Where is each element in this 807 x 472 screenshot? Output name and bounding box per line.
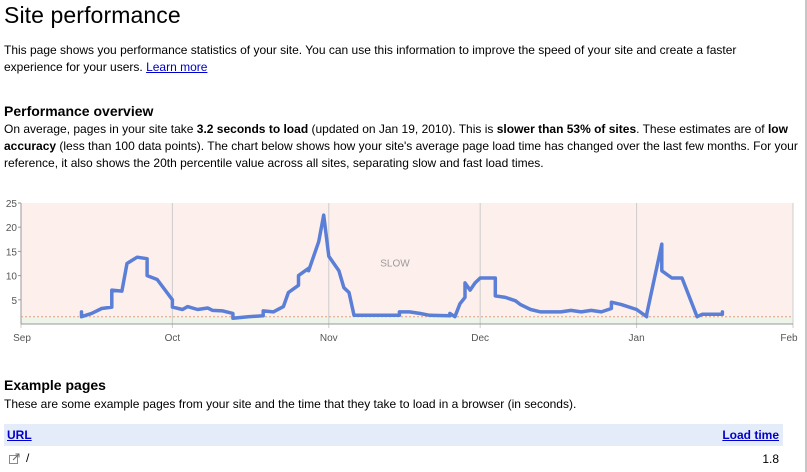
overview-description: On average, pages in your site take 3.2 … (4, 121, 804, 172)
external-link-icon[interactable] (9, 453, 20, 464)
accuracy-value: low accuracy (4, 122, 788, 153)
slow-zone-label: SLOW (380, 259, 410, 270)
slow-zone (21, 203, 793, 317)
learn-more-link[interactable]: Learn more (146, 60, 208, 74)
overview-text-4: (less than 100 data points). The chart b… (4, 139, 798, 170)
overview-text-1: On average, pages in your site take (4, 122, 197, 136)
url-cell: / (9, 451, 29, 465)
y-tick-label: 15 (6, 247, 18, 258)
y-tick-label: 10 (6, 272, 18, 283)
example-pages-table: URL Load time / 1.8 (4, 424, 783, 470)
load-time-chart-svg: Sep Oct Nov Dec Jan Feb 25 20 15 10 5 SLOW (6, 199, 798, 344)
table-header: URL Load time (4, 424, 783, 446)
fast-zone (21, 316, 793, 324)
x-tick-label: Nov (320, 333, 338, 344)
overview-heading: Performance overview (4, 103, 154, 119)
url-column-header[interactable]: URL (7, 428, 32, 442)
y-tick-label: 20 (6, 223, 18, 234)
page-title: Site performance (4, 2, 181, 28)
x-tick-label: Oct (165, 333, 181, 344)
examples-description: These are some example pages from your s… (4, 397, 577, 411)
intro-description: This page shows you performance statisti… (4, 43, 737, 74)
y-tick-label: 5 (11, 296, 17, 307)
x-tick-label: Feb (780, 333, 798, 344)
overview-text-2: (updated on Jan 19, 2010). This is (308, 122, 497, 136)
x-tick-label: Dec (471, 333, 489, 344)
intro-text: This page shows you performance statisti… (4, 42, 794, 76)
slower-than-value: slower than 53% of sites (496, 122, 637, 136)
load-time-value: 3.2 seconds to load (196, 122, 309, 136)
load-time-cell: 1.8 (762, 452, 779, 466)
url-value[interactable]: / (26, 451, 30, 465)
x-tick-label: Jan (629, 333, 645, 344)
load-time-chart: Sep Oct Nov Dec Jan Feb 25 20 15 10 5 SLOW (0, 197, 807, 349)
overview-text-3: . These estimates are of (636, 122, 768, 136)
x-tick-label: Sep (13, 333, 31, 344)
y-tick-label: 25 (6, 199, 18, 210)
page-edge-border (805, 0, 807, 472)
table-row: / 1.8 (4, 446, 783, 470)
load-time-series-line (79, 213, 725, 320)
examples-heading: Example pages (4, 377, 106, 393)
load-time-column-header[interactable]: Load time (722, 428, 779, 442)
